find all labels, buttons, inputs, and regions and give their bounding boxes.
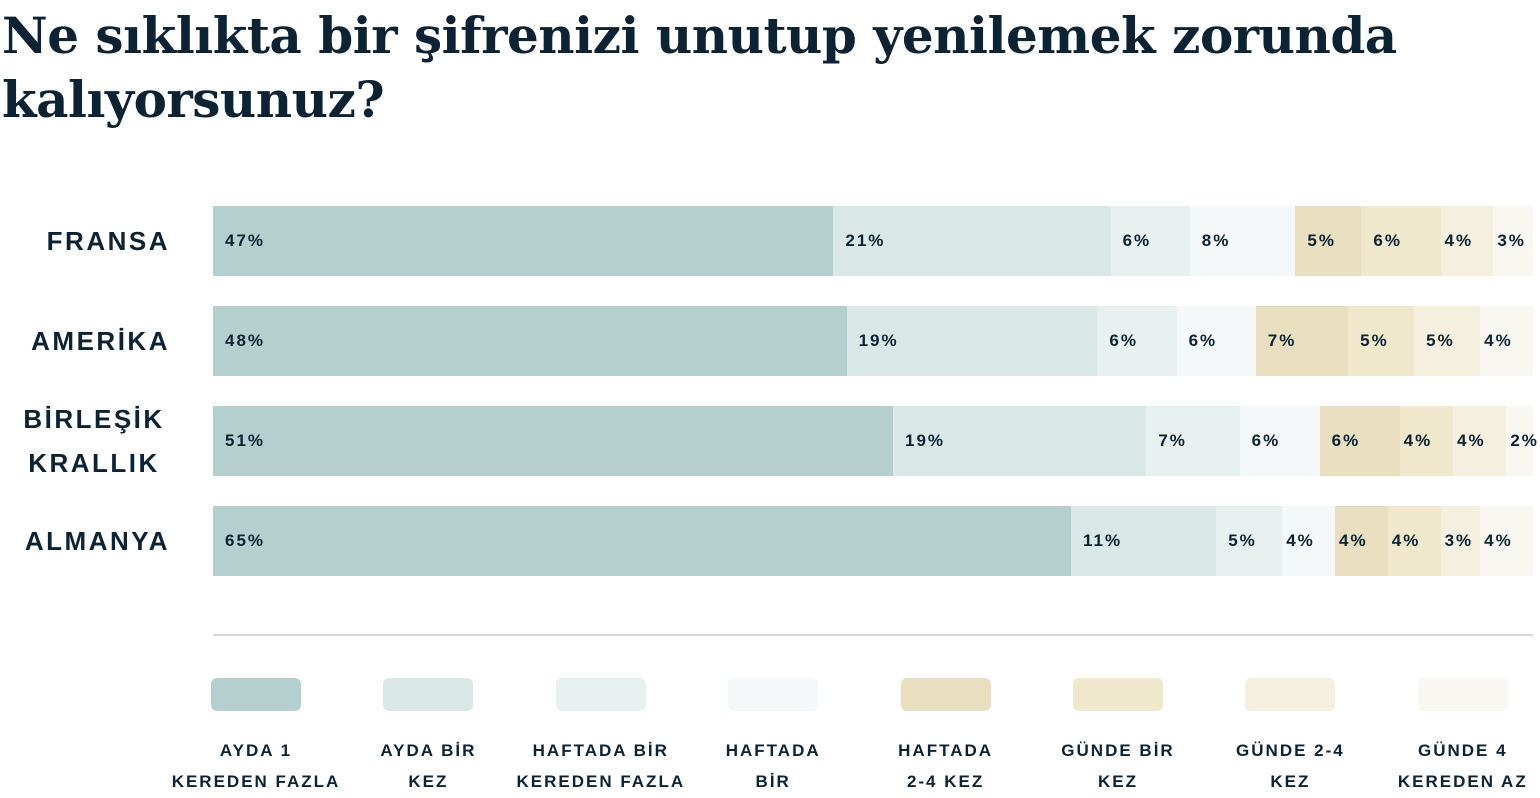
legend-swatch [1417, 678, 1508, 711]
legend-swatch [728, 678, 819, 711]
data-label: 5% [1360, 331, 1389, 350]
legend-swatch [1245, 678, 1336, 711]
legend-label: GÜNDE 2-4 KEZ [1236, 741, 1345, 791]
bar-segment: 11% [1071, 506, 1217, 576]
chart-title: Ne sıklıkta bir şifrenizi unutup yenilem… [2, 6, 1397, 129]
data-label: 11% [1083, 531, 1123, 550]
bar-segment: 5% [1348, 306, 1415, 376]
data-label: 4% [1403, 431, 1433, 450]
legend-swatch [211, 678, 301, 711]
legend-label: HAFTADA BİR [725, 741, 821, 791]
bar-segment: 4% [1452, 406, 1507, 476]
data-label: 4% [1286, 531, 1315, 550]
data-label: 4% [1484, 331, 1513, 350]
bar-segment: 48% [213, 306, 847, 376]
legend-label: GÜNDE BİR KEZ [1061, 741, 1175, 791]
data-label: 7% [1267, 331, 1297, 350]
bar-segment: 7% [1146, 406, 1240, 476]
bar-segment: 21% [833, 206, 1111, 276]
data-label: 4% [1444, 231, 1474, 250]
bar-row: 47% 21% 6% 8% 5% 6% 4% 3% [213, 206, 1533, 276]
data-label: 65% [225, 531, 266, 550]
bar-segment: 5% [1216, 506, 1283, 576]
bar-segment: 6% [1110, 206, 1190, 276]
data-label: 6% [1109, 331, 1138, 350]
bar-segment: 7% [1255, 306, 1349, 376]
legend-label: AYDA BİR KEZ [380, 741, 477, 791]
data-label: 6% [1188, 331, 1218, 350]
legend-swatch [555, 678, 646, 711]
bar-segment: 5% [1414, 306, 1481, 376]
category-label: FRANSA [46, 226, 170, 256]
legend-item: GÜNDE 2-4 KEZ [1195, 678, 1385, 797]
data-label: 4% [1391, 531, 1421, 550]
data-label: 6% [1122, 231, 1152, 250]
data-label: 5% [1426, 331, 1455, 350]
bar-segment: 6% [1239, 406, 1320, 476]
legend-item: GÜNDE 4 KEREDEN AZ [1368, 678, 1540, 797]
legend-label: HAFTADA 2-4 KEZ [898, 741, 994, 791]
data-label: 8% [1201, 231, 1231, 250]
legend-label: HAFTADA BİR KEREDEN FAZLA [516, 741, 686, 791]
data-label: 4% [1484, 531, 1513, 550]
data-label: 19% [858, 331, 899, 350]
data-label: 4% [1456, 431, 1486, 450]
bar-segment: 6% [1361, 206, 1441, 276]
data-label: 21% [845, 231, 886, 250]
bar-segment: 3% [1440, 506, 1481, 576]
data-label: 4% [1338, 531, 1368, 550]
legend-label: AYDA 1 KEREDEN FAZLA [171, 741, 341, 791]
bar-segment: 4% [1480, 306, 1533, 376]
legend-swatch [1073, 678, 1163, 711]
data-label: 19% [905, 431, 946, 450]
legend-item: HAFTADA BİR [678, 678, 868, 797]
legend-item: AYDA BİR KEZ [333, 678, 523, 797]
data-label: 48% [225, 331, 266, 350]
bar-segment: 19% [893, 406, 1147, 476]
bar-segment: 47% [213, 206, 834, 276]
bar-row: 65% 11% 5% 4% 4% 4% 3% 4% [213, 506, 1533, 576]
data-label: 5% [1307, 231, 1336, 250]
data-label: 7% [1158, 431, 1187, 450]
data-label: 47% [225, 231, 266, 250]
legend-item: GÜNDE BİR KEZ [1023, 678, 1213, 797]
legend-label: GÜNDE 4 KEREDEN AZ [1397, 741, 1528, 791]
data-label: 6% [1373, 231, 1402, 250]
data-label: 2% [1510, 431, 1539, 450]
bar-segment: 6% [1319, 406, 1400, 476]
bar-segment: 4% [1387, 506, 1441, 576]
baseline-divider [213, 634, 1533, 636]
data-label: 5% [1228, 531, 1257, 550]
bar-segment: 4% [1440, 206, 1494, 276]
bar-segment: 4% [1334, 506, 1388, 576]
bar-segment: 6% [1176, 306, 1256, 376]
bar-row: 48% 19% 6% 6% 7% 5% 5% 4% [213, 306, 1533, 376]
bar-segment: 4% [1282, 506, 1335, 576]
data-label: 3% [1444, 531, 1474, 550]
data-label: 3% [1497, 231, 1526, 250]
legend-swatch [900, 678, 991, 711]
bar-segment: 2% [1506, 406, 1537, 476]
bar-segment: 4% [1399, 406, 1453, 476]
legend-swatch [383, 678, 474, 711]
category-label: AMERİKA [31, 326, 170, 356]
legend-item: HAFTADA BİR KEREDEN FAZLA [506, 678, 696, 797]
category-label: ALMANYA [24, 526, 170, 556]
bar-segment: 65% [213, 506, 1071, 576]
legend-item: HAFTADA 2-4 KEZ [851, 678, 1041, 797]
category-label: BİRLEŞİK KRALLIK [23, 404, 165, 478]
bar-row: 51% 19% 7% 6% 6% 4% 4% 2% [213, 406, 1537, 476]
data-label: 6% [1331, 431, 1361, 450]
bar-segment: 8% [1189, 206, 1296, 276]
bar-segment: 51% [213, 406, 893, 476]
data-label: 6% [1251, 431, 1281, 450]
bar-segment: 5% [1295, 206, 1362, 276]
bar-segment: 4% [1480, 506, 1533, 576]
data-label: 51% [225, 431, 266, 450]
bar-segment: 3% [1493, 206, 1533, 276]
legend-item: AYDA 1 KEREDEN FAZLA [161, 678, 351, 797]
bar-segment: 6% [1097, 306, 1177, 376]
bar-segment: 19% [846, 306, 1098, 376]
